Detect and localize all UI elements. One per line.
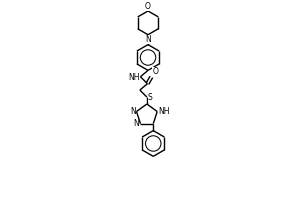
Text: S: S	[148, 93, 153, 102]
Text: O: O	[145, 2, 151, 11]
Text: O: O	[152, 67, 158, 76]
Text: NH: NH	[128, 73, 140, 82]
Text: NH: NH	[158, 107, 170, 116]
Text: N: N	[145, 35, 151, 44]
Text: N: N	[130, 107, 136, 116]
Text: N: N	[134, 119, 140, 128]
